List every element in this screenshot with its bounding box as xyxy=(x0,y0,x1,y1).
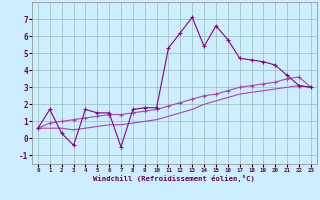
X-axis label: Windchill (Refroidissement éolien,°C): Windchill (Refroidissement éolien,°C) xyxy=(93,175,255,182)
